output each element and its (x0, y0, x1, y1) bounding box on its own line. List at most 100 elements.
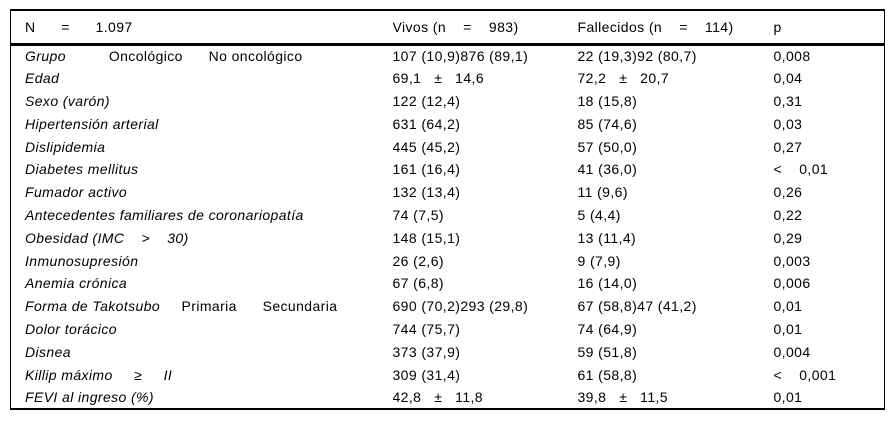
fallecidos-value-cell: 85 (74,6) (577, 115, 638, 132)
p-value-cell: 0,003 (773, 252, 811, 269)
variable-name: Disnea (25, 343, 71, 360)
clinical-outcomes-table: N = 1.097 Vivos (n = 983) Fallecidos (n … (10, 9, 885, 410)
table-row: Edad 69,1 ± 14,6 72,2 ± 20,7 0,04 (11, 67, 885, 90)
variable-name: Killip máximo ≥ II (25, 366, 173, 383)
variable-name: Sexo (varón) (25, 92, 110, 109)
fallecidos-value-cell: 59 (51,8) (577, 343, 638, 360)
variable-label-cell: Grupo Oncológico No oncológico (11, 44, 393, 67)
variable-label-cell: Edad (11, 67, 393, 90)
fallecidos-value-cell: 61 (58,8) (577, 366, 638, 383)
fallecidos-value-cell: 57 (50,0) (577, 138, 638, 155)
table-row: FEVI al ingreso (%) 42,8 ± 11,8 39,8 ± 1… (11, 386, 885, 409)
p-value-cell: 0,29 (773, 229, 803, 246)
p-value-cell: < 0,01 (773, 161, 829, 178)
vivos-value-cell: 132 (13,4) (392, 184, 461, 201)
p-value-cell: 0,26 (773, 184, 803, 201)
variable-label-cell: Disnea (11, 340, 393, 363)
variable-label-cell: Dolor torácico (11, 318, 393, 341)
variable-label-cell: Anemia crónica (11, 272, 393, 295)
vivos-value-cell: 631 (64,2) (392, 115, 461, 132)
table-row: Forma de Takotsubo Primaria Secundaria 6… (11, 295, 885, 318)
variable-name: Dislipidemia (25, 138, 106, 155)
table-row: Anemia crónica 67 (6,8) 16 (14,0) 0,006 (11, 272, 885, 295)
vivos-value-cell: 67 (6,8) (392, 275, 444, 292)
p-value-cell: 0,008 (773, 48, 811, 65)
vivos-value-cell: 107 (10,9)876 (89,1) (392, 48, 529, 65)
variable-name: Anemia crónica (25, 275, 128, 292)
table-row: Obesidad (IMC > 30) 148 (15,1) 13 (11,4)… (11, 226, 885, 249)
variable-name: Fumador activo (25, 184, 128, 201)
p-value-cell: 0,004 (773, 343, 811, 360)
vivos-value-cell: 373 (37,9) (392, 343, 461, 360)
variable-label-cell: Fumador activo (11, 181, 393, 204)
header-row: N = 1.097 Vivos (n = 983) Fallecidos (n … (10, 10, 885, 44)
variable-categories: Primaria Secundaria (160, 298, 338, 315)
vivos-value-cell: 148 (15,1) (392, 229, 461, 246)
variable-name: Diabetes mellitus (25, 161, 139, 178)
vivos-value-cell: 161 (16,4) (392, 161, 461, 178)
table-row: Killip máximo ≥ II 309 (31,4) 61 (58,8) … (11, 363, 885, 386)
variable-name: Forma de Takotsubo (25, 298, 161, 315)
table-row: Disnea 373 (37,9) 59 (51,8) 0,004 (11, 340, 885, 363)
fallecidos-value-cell: 13 (11,4) (577, 229, 637, 246)
vivos-value-cell: 445 (45,2) (392, 138, 461, 155)
vivos-value-cell: 122 (12,4) (392, 92, 461, 109)
table-row: Inmunosupresión 26 (2,6) 9 (7,9) 0,003 (11, 249, 885, 272)
variable-label-cell: Forma de Takotsubo Primaria Secundaria (11, 295, 393, 318)
p-value-cell: 0,04 (773, 70, 803, 87)
vivos-value-cell: 69,1 ± 14,6 (392, 70, 485, 87)
p-value-cell: 0,27 (773, 138, 803, 155)
variable-label-cell: Killip máximo ≥ II (11, 363, 393, 386)
table-row: Grupo Oncológico No oncológico 107 (10,9… (11, 44, 885, 67)
variable-label-cell: Inmunosupresión (11, 249, 393, 272)
table-row: Antecedentes familiares de coronariopatí… (11, 204, 885, 227)
variable-name: Grupo (25, 48, 66, 65)
table-row: Diabetes mellitus 161 (16,4) 41 (36,0) <… (11, 158, 885, 181)
col-header-p-value: p (773, 18, 782, 35)
fallecidos-value-cell: 11 (9,6) (577, 184, 628, 201)
variable-categories: Oncológico No oncológico (65, 48, 303, 65)
p-value-cell: 0,31 (773, 92, 803, 109)
col-header-fallecidos: Fallecidos (n = 114) (577, 18, 734, 35)
variable-label-cell: Diabetes mellitus (11, 158, 393, 181)
p-value-cell: < 0,001 (773, 366, 837, 383)
variable-name: FEVI al ingreso (%) (25, 388, 154, 405)
p-value-cell: 0,006 (773, 275, 811, 292)
fallecidos-value-cell: 18 (15,8) (577, 92, 638, 109)
p-value-cell: 0,03 (773, 115, 803, 132)
variable-label-cell: Antecedentes familiares de coronariopatí… (11, 204, 393, 227)
fallecidos-value-cell: 41 (36,0) (577, 161, 638, 178)
vivos-value-cell: 309 (31,4) (392, 366, 461, 383)
vivos-value-cell: 690 (70,2)293 (29,8) (392, 298, 529, 315)
fallecidos-value-cell: 22 (19,3)92 (80,7) (577, 48, 697, 65)
col-header-vivos: Vivos (n = 983) (392, 18, 519, 35)
variable-name: Antecedentes familiares de coronariopatí… (25, 206, 304, 223)
fallecidos-value-cell: 39,8 ± 11,5 (577, 388, 668, 405)
fallecidos-value-cell: 16 (14,0) (577, 275, 638, 292)
table-row: Dolor torácico 744 (75,7) 74 (64,9) 0,01 (11, 318, 885, 341)
vivos-value-cell: 744 (75,7) (392, 320, 461, 337)
vivos-value-cell: 74 (7,5) (392, 206, 444, 223)
p-value-cell: 0,01 (773, 320, 803, 337)
fallecidos-value-cell: 74 (64,9) (577, 320, 638, 337)
fallecidos-value-cell: 72,2 ± 20,7 (577, 70, 670, 87)
variable-label-cell: FEVI al ingreso (%) (11, 386, 393, 409)
variable-name: Hipertensión arterial (25, 115, 159, 132)
col-header-n-total: N = 1.097 (25, 18, 133, 35)
variable-name: Inmunosupresión (25, 252, 139, 269)
p-value-cell: 0,22 (773, 206, 803, 223)
p-value-cell: 0,01 (773, 298, 803, 315)
fallecidos-value-cell: 67 (58,8)47 (41,2) (577, 298, 697, 315)
variable-label-cell: Dislipidemia (11, 135, 393, 158)
p-value-cell: 0,01 (773, 388, 803, 405)
variable-name: Obesidad (IMC > 30) (25, 229, 189, 246)
variable-label-cell: Obesidad (IMC > 30) (11, 226, 393, 249)
variable-name: Dolor torácico (25, 320, 117, 337)
table-row: Hipertensión arterial 631 (64,2) 85 (74,… (11, 112, 885, 135)
fallecidos-value-cell: 5 (4,4) (577, 206, 621, 223)
vivos-value-cell: 26 (2,6) (392, 252, 444, 269)
table-row: Fumador activo 132 (13,4) 11 (9,6) 0,26 (11, 181, 885, 204)
vivos-value-cell: 42,8 ± 11,8 (392, 388, 483, 405)
variable-label-cell: Sexo (varón) (11, 90, 393, 113)
variable-name: Edad (25, 70, 60, 87)
